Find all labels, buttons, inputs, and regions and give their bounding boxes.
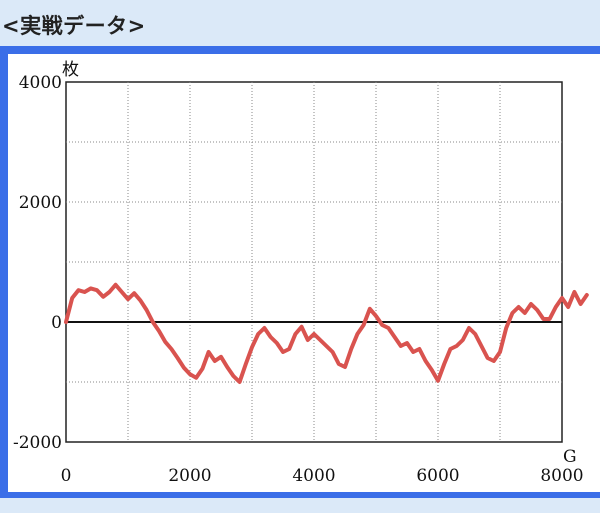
y-tick-label: 2000 [19,193,62,213]
x-tick-label: 2000 [168,466,211,486]
x-tick-label: 0 [61,466,72,486]
y-tick-label: 0 [51,313,62,333]
grid-lines [66,82,562,442]
x-tick-label: 4000 [292,466,335,486]
x-tick-label: 6000 [416,466,459,486]
y-tick-label: 4000 [19,73,62,93]
x-axis-unit-label: G [563,447,577,467]
y-axis-unit-label: 枚 [62,60,79,80]
series-line [64,282,589,384]
x-tick-label: 8000 [540,466,583,486]
page-title: <実戦データ> [2,14,146,38]
y-tick-label: -2000 [13,433,62,453]
page-header: <実戦データ> [0,0,600,46]
tick-labels: 0 2000 4000 6000 8000 -2000 0 2000 4000 [13,73,584,486]
